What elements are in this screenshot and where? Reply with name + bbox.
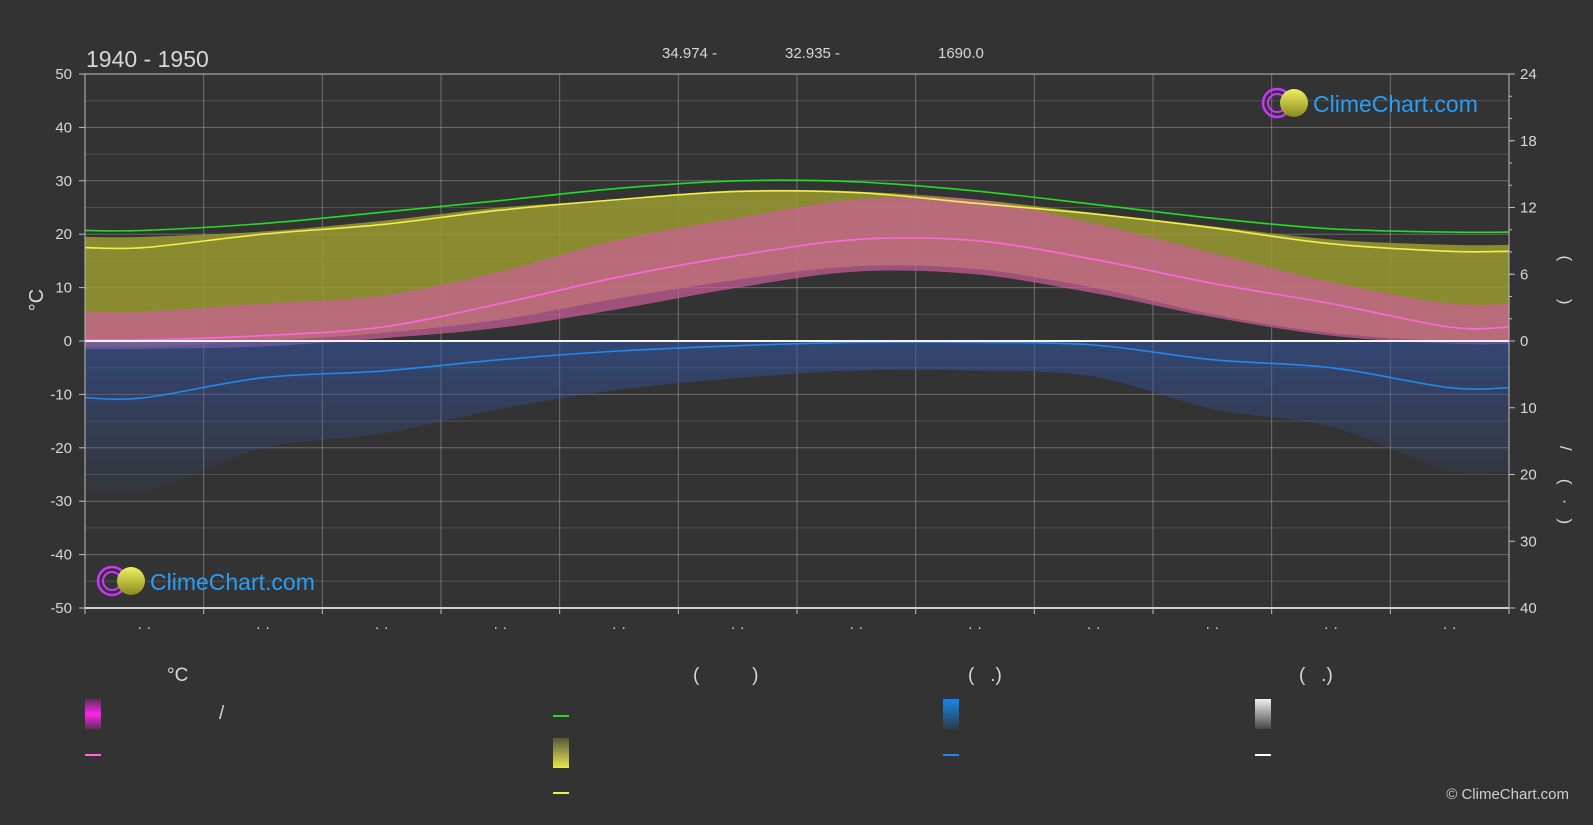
chart-title: 1940 - 1950 — [86, 46, 209, 72]
x-tick-label: · · — [1324, 619, 1338, 636]
right-tick-label-top: 0 — [1520, 333, 1528, 350]
right-tick-label-top: 24 — [1520, 66, 1537, 83]
legend-header-temperature: °C — [167, 665, 189, 686]
logo-top: ClimeChart.com — [1261, 87, 1478, 119]
logo-sun-icon — [117, 567, 145, 595]
right-tick-label-bottom: 30 — [1520, 533, 1537, 550]
legend-swatch-sunshine — [553, 738, 569, 768]
y-tick-label: -40 — [50, 547, 72, 564]
x-tick-label: · · — [493, 619, 507, 636]
y-tick-label: 10 — [55, 280, 72, 297]
legend-swatch-sunshine-line — [553, 792, 569, 794]
axes: 50 40 30 20 10 0 -10 -20 -30 -40 -50 24 18 12 6 0 10 20 30… — [50, 66, 1536, 636]
header-value-3: 1690.0 — [938, 45, 984, 62]
series-line-1 — [85, 189, 1509, 253]
header-value-1: 34.974 - — [662, 45, 717, 62]
right-tick-label-top: 12 — [1520, 200, 1537, 217]
x-tick-label: · · — [137, 619, 151, 636]
x-tick-label: · · — [612, 619, 626, 636]
right-tick-label-top: 18 — [1520, 133, 1537, 150]
y-tick-label: 40 — [55, 119, 72, 136]
legend-swatch-snow — [1255, 699, 1271, 729]
legend-swatch-temp-range — [85, 699, 101, 729]
legend-header-rain: ( .) — [968, 665, 1002, 686]
y-tick-label: 30 — [55, 173, 72, 190]
y-tick-label: 20 — [55, 226, 72, 243]
y-tick-label: -20 — [50, 440, 72, 457]
y-axis-label: °C — [26, 289, 48, 311]
x-tick-label: · · — [1087, 619, 1101, 636]
x-tick-label: · · — [731, 619, 745, 636]
legend-swatch-daylight — [553, 715, 569, 717]
legend-header-sunshine: ( ) — [693, 665, 759, 686]
x-tick-label: · · — [1443, 619, 1457, 636]
right-axis-label-upper: ( ) — [1556, 255, 1575, 304]
y-tick-label: -10 — [50, 386, 72, 403]
legend-header-snow: ( .) — [1299, 665, 1333, 686]
band-1 — [85, 196, 1509, 350]
series-line-0 — [85, 179, 1509, 234]
legend-swatch-snow-line — [1255, 754, 1271, 756]
y-tick-label: 50 — [55, 66, 72, 83]
logo-text: ClimeChart.com — [1313, 91, 1478, 117]
y-tick-label: -30 — [50, 493, 72, 510]
x-tick-label: · · — [968, 619, 982, 636]
legend-swatch-mean-temp — [85, 754, 101, 756]
y-tick-label: -50 — [50, 600, 72, 617]
logo-text: ClimeChart.com — [150, 569, 315, 595]
x-tick-label: · · — [256, 619, 270, 636]
series-line-3 — [85, 341, 1509, 401]
legend-swatch-rain-line — [943, 754, 959, 756]
right-tick-label-bottom: 20 — [1520, 467, 1537, 484]
logo-bottom: ClimeChart.com — [96, 565, 315, 597]
right-tick-label-top: 6 — [1520, 266, 1528, 283]
series-layer — [85, 179, 1509, 496]
right-tick-label-bottom: 10 — [1520, 400, 1537, 417]
legend-label-temp-range: / — [219, 703, 225, 724]
x-tick-label: · · — [1205, 619, 1219, 636]
precipitation-area — [85, 341, 1509, 496]
legend-swatch-rain — [943, 699, 959, 729]
x-tick-label: · · — [375, 619, 389, 636]
logo-sun-icon — [1280, 89, 1308, 117]
right-axis-label-lower: / ( · ) — [1556, 446, 1575, 524]
y-tick-label: 0 — [64, 333, 72, 350]
x-tick-label: · · — [849, 619, 863, 636]
copyright: © ClimeChart.com — [1446, 786, 1569, 803]
header-value-2: 32.935 - — [785, 45, 840, 62]
series-line-2 — [85, 237, 1509, 342]
right-tick-label-bottom: 40 — [1520, 600, 1537, 617]
